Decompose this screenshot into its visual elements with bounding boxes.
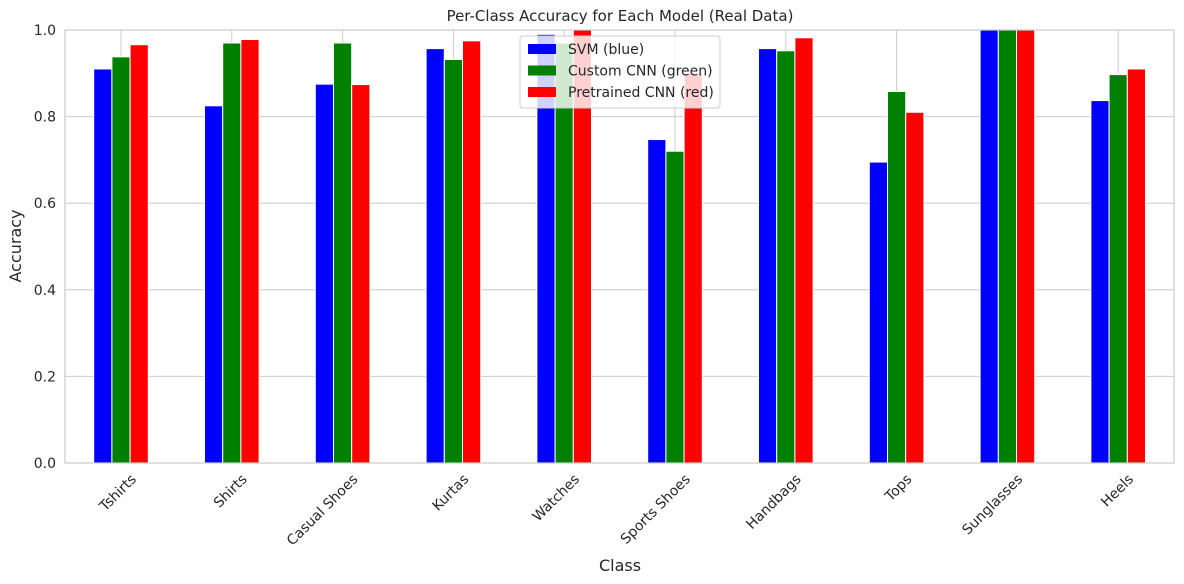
x-tick-label: Tops <box>882 472 916 506</box>
bar-svm <box>425 48 445 464</box>
bar-pretrained-cnn <box>462 40 482 464</box>
x-tick-label: Casual Shoes <box>284 472 362 550</box>
bar-custom-cnn <box>111 56 131 464</box>
x-tick-label: Heels <box>1098 472 1137 511</box>
y-tick-label: 0.2 <box>34 369 56 385</box>
legend-swatch <box>528 87 556 97</box>
bar-svm <box>1090 100 1110 464</box>
y-axis-title: Accuracy <box>6 209 25 282</box>
x-tick-label: Handbags <box>743 472 804 533</box>
bar-svm <box>758 48 778 464</box>
bar-custom-cnn <box>887 90 907 464</box>
legend-box <box>519 35 721 109</box>
bar-custom-cnn <box>776 50 796 464</box>
legend-swatch <box>528 65 556 76</box>
x-axis-ticks: Tshirts Shirts Casual Shoes Kurtas Watches Sp… <box>96 472 1137 550</box>
bar-pretrained-cnn <box>683 72 703 464</box>
legend-swatch <box>528 44 556 54</box>
bar-custom-cnn <box>333 42 353 464</box>
bar-pretrained-cnn <box>794 37 814 464</box>
bars <box>93 29 1147 464</box>
y-tick-label: 0.4 <box>34 283 56 299</box>
x-tick-label: Watches <box>530 472 583 525</box>
x-tick-label: Sports Shoes <box>618 472 694 548</box>
x-tick-label: Sunglasses <box>959 472 1026 539</box>
bar-custom-cnn <box>1108 74 1128 464</box>
y-tick-label: 0.6 <box>34 196 56 212</box>
bar-svm <box>204 105 224 464</box>
bar-svm <box>93 68 113 464</box>
bar-custom-cnn <box>443 58 463 464</box>
bar-svm <box>979 29 999 464</box>
x-tick-label: Shirts <box>211 472 251 512</box>
y-axis-ticks: 0.0 0.2 0.4 0.6 0.8 1.0 <box>34 23 56 472</box>
bar-custom-cnn <box>997 29 1017 464</box>
plot-frame <box>64 29 1175 464</box>
chart-title: Per-Class Accuracy for Each Model (Real … <box>447 7 794 25</box>
legend: SVM (blue) Custom CNN (green) Pretrained C… <box>519 35 721 109</box>
x-tick-label: Tshirts <box>96 472 140 516</box>
bar-pretrained-cnn <box>129 44 149 464</box>
x-axis-title: Class <box>599 556 641 575</box>
y-tick-label: 1.0 <box>34 23 56 39</box>
bar-svm <box>868 161 888 464</box>
y-tick-label: 0.8 <box>34 110 56 126</box>
legend-label: SVM (blue) <box>568 42 644 58</box>
bar-custom-cnn <box>665 150 685 464</box>
legend-label: Pretrained CNN (red) <box>568 85 714 101</box>
bar-svm <box>647 139 667 464</box>
legend-label: Custom CNN (green) <box>568 64 713 80</box>
bar-pretrained-cnn <box>351 84 371 464</box>
bar-pretrained-cnn <box>240 39 260 464</box>
bar-svm <box>314 83 334 464</box>
x-tick-label: Kurtas <box>429 472 472 515</box>
bar-pretrained-cnn <box>1016 29 1036 464</box>
bar-pretrained-cnn <box>1126 68 1147 464</box>
bar-custom-cnn <box>222 42 242 464</box>
y-tick-label: 0.0 <box>34 456 56 472</box>
bar-pretrained-cnn <box>905 111 925 464</box>
